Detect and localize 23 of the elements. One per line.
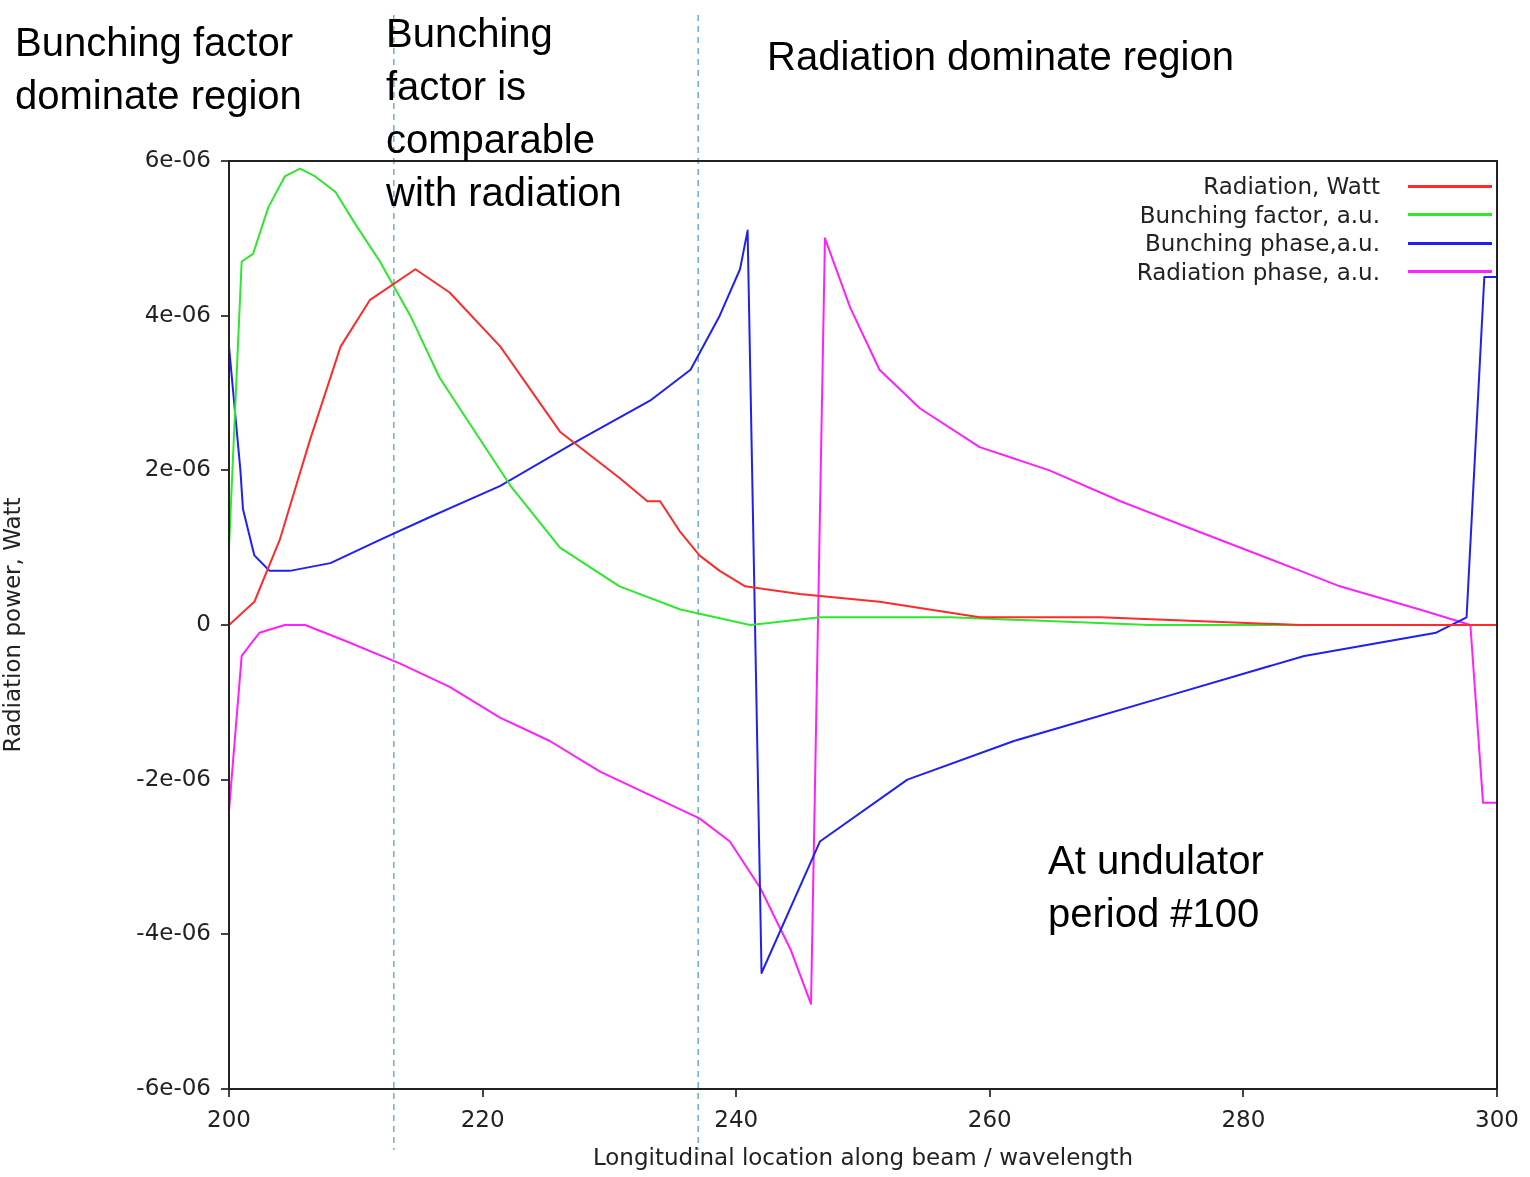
y-tick-label: 2e-06 (144, 455, 211, 482)
x-axis-title: Longitudinal location along beam / wavelength (592, 1144, 1134, 1171)
y-axis-title: Radiation power, Watt (0, 497, 25, 753)
annotation: At undulator period #100 (1048, 837, 1265, 937)
y-tick-label: -2e-06 (136, 764, 211, 791)
legend-label: Radiation, Watt (1203, 173, 1380, 200)
x-tick-label: 280 (1221, 1105, 1266, 1132)
y-tick-label: -4e-06 (136, 919, 211, 946)
x-tick-label: 240 (714, 1105, 759, 1132)
annotation: Bunching factor is comparable with radiation (386, 10, 623, 216)
y-tick-label: 0 (196, 609, 211, 636)
legend-label: Bunching phase,a.u. (1144, 230, 1380, 257)
text: Bunching factor dominate region (15, 19, 303, 119)
y-tick-label: 4e-06 (144, 300, 211, 327)
x-tick-label: 260 (967, 1105, 1012, 1132)
legend-label: Bunching factor, a.u. (1139, 201, 1380, 228)
x-tick-label: 220 (460, 1105, 505, 1132)
legend-label: Radiation phase, a.u. (1136, 258, 1380, 285)
y-tick-label: 6e-06 (144, 145, 211, 172)
y-tick-label: -6e-06 (136, 1073, 211, 1100)
text: Radiation dominate region (767, 33, 1235, 80)
x-tick-label: 300 (1475, 1105, 1519, 1132)
x-tick-label: 200 (207, 1105, 251, 1132)
